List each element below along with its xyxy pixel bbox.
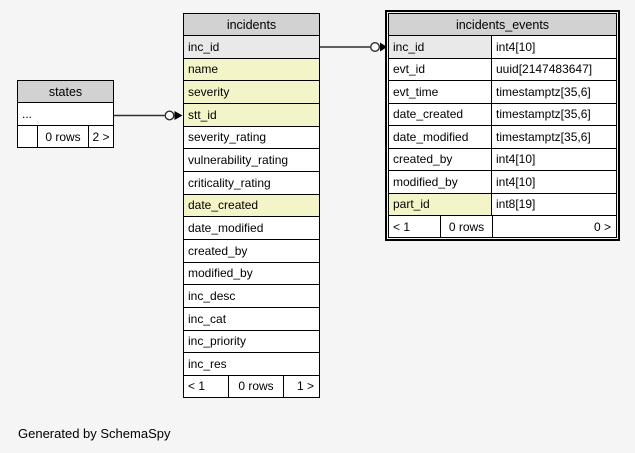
column-type: uuid[2147483647] [491,58,616,80]
column-row: vulnerability_rating [184,149,319,172]
column-row: created_by [184,239,319,263]
zero-or-one-marker [164,110,175,121]
column-name: modified_by [393,174,458,189]
column-row: inc_id [184,36,319,59]
column-name: ... [22,107,33,121]
column-name: inc_id [389,36,491,58]
column-name: created_by [188,243,248,258]
footer-next-pages: 2 > [88,126,113,147]
footer-row-count: 0 rows [440,216,492,237]
footer-next-pages: 0 > [492,216,616,237]
table-incidents-events[interactable]: incidents_events inc_id int4[10] evt_id uui… [388,13,617,238]
column-row: created_by int4[10] [389,148,616,171]
column-row: severity [184,81,319,104]
column-name: date_modified [188,221,264,236]
footer-row-count: 0 rows [37,126,88,147]
column-name: inc_priority [188,334,247,349]
column-name: severity [184,81,319,103]
column-row: part_id int8[19] [389,193,616,216]
fk-arrow-icon [174,111,183,120]
footer-prev-pages [18,126,37,147]
column-name: inc_cat [188,311,227,326]
column-row: criticality_rating [184,171,319,195]
column-name: inc_desc [188,289,236,304]
table-states[interactable]: states ... 0 rows 2 > [17,80,114,148]
column-name: part_id [389,193,491,215]
table-incidents-footer: < 1 0 rows 1 > [184,375,319,397]
footer-prev-pages: < 1 [184,375,228,397]
column-row: ... [18,103,113,126]
column-type: int4[10] [491,148,616,170]
footer-next-pages: 1 > [283,375,319,397]
column-row: modified_by int4[10] [389,171,616,194]
column-name: evt_time [393,84,439,99]
column-row: name [184,58,319,82]
column-name: criticality_rating [188,175,271,190]
connector-states-incidents [114,110,183,121]
column-type: int4[10] [491,171,616,193]
column-type: timestamptz[35,6] [491,126,616,148]
connector-incidents-incidents-events [320,42,387,53]
column-name: created_by [393,152,453,167]
footer-row-count: 0 rows [228,375,283,397]
generated-by-note: Generated by SchemaSpy [18,426,171,441]
table-incidents-events-footer: < 1 0 rows 0 > [389,216,616,237]
column-row: stt_id [184,103,319,127]
column-name: name [184,58,319,81]
column-name: stt_id [184,103,319,126]
column-name: vulnerability_rating [188,153,289,168]
column-name: date_modified [393,129,469,144]
column-name: inc_id [184,36,319,58]
column-type: timestamptz[35,6] [491,81,616,103]
column-row: date_created timestamptz[35,6] [389,103,616,126]
column-row: inc_id int4[10] [389,36,616,59]
column-type: timestamptz[35,6] [491,103,616,125]
table-incidents-events-outline: incidents_events inc_id int4[10] evt_id uui… [385,10,620,241]
table-states-title[interactable]: states [18,81,113,103]
column-row: inc_res [184,353,319,376]
zero-or-one-marker [370,42,381,53]
column-row: date_modified timestamptz[35,6] [389,126,616,149]
column-name: evt_id [393,62,426,77]
table-incidents-title[interactable]: incidents [184,14,319,36]
column-row: evt_time timestamptz[35,6] [389,81,616,104]
column-row: inc_priority [184,330,319,354]
column-row: inc_desc [184,285,319,308]
column-row: severity_rating [184,126,319,150]
column-type: int4[10] [491,36,616,58]
column-type: int8[19] [491,193,616,215]
column-name: inc_res [188,357,227,372]
column-row: date_created [184,194,319,218]
column-row: date_modified [184,217,319,240]
column-name: date_created [184,194,319,217]
column-name: modified_by [188,266,253,281]
footer-prev-pages: < 1 [389,216,440,237]
column-row: modified_by [184,262,319,286]
column-row: inc_cat [184,307,319,331]
table-incidents-events-title[interactable]: incidents_events [389,14,616,36]
table-states-footer: 0 rows 2 > [18,126,113,147]
column-name: severity_rating [188,130,267,145]
column-row: evt_id uuid[2147483647] [389,58,616,81]
column-name: date_created [393,107,464,122]
